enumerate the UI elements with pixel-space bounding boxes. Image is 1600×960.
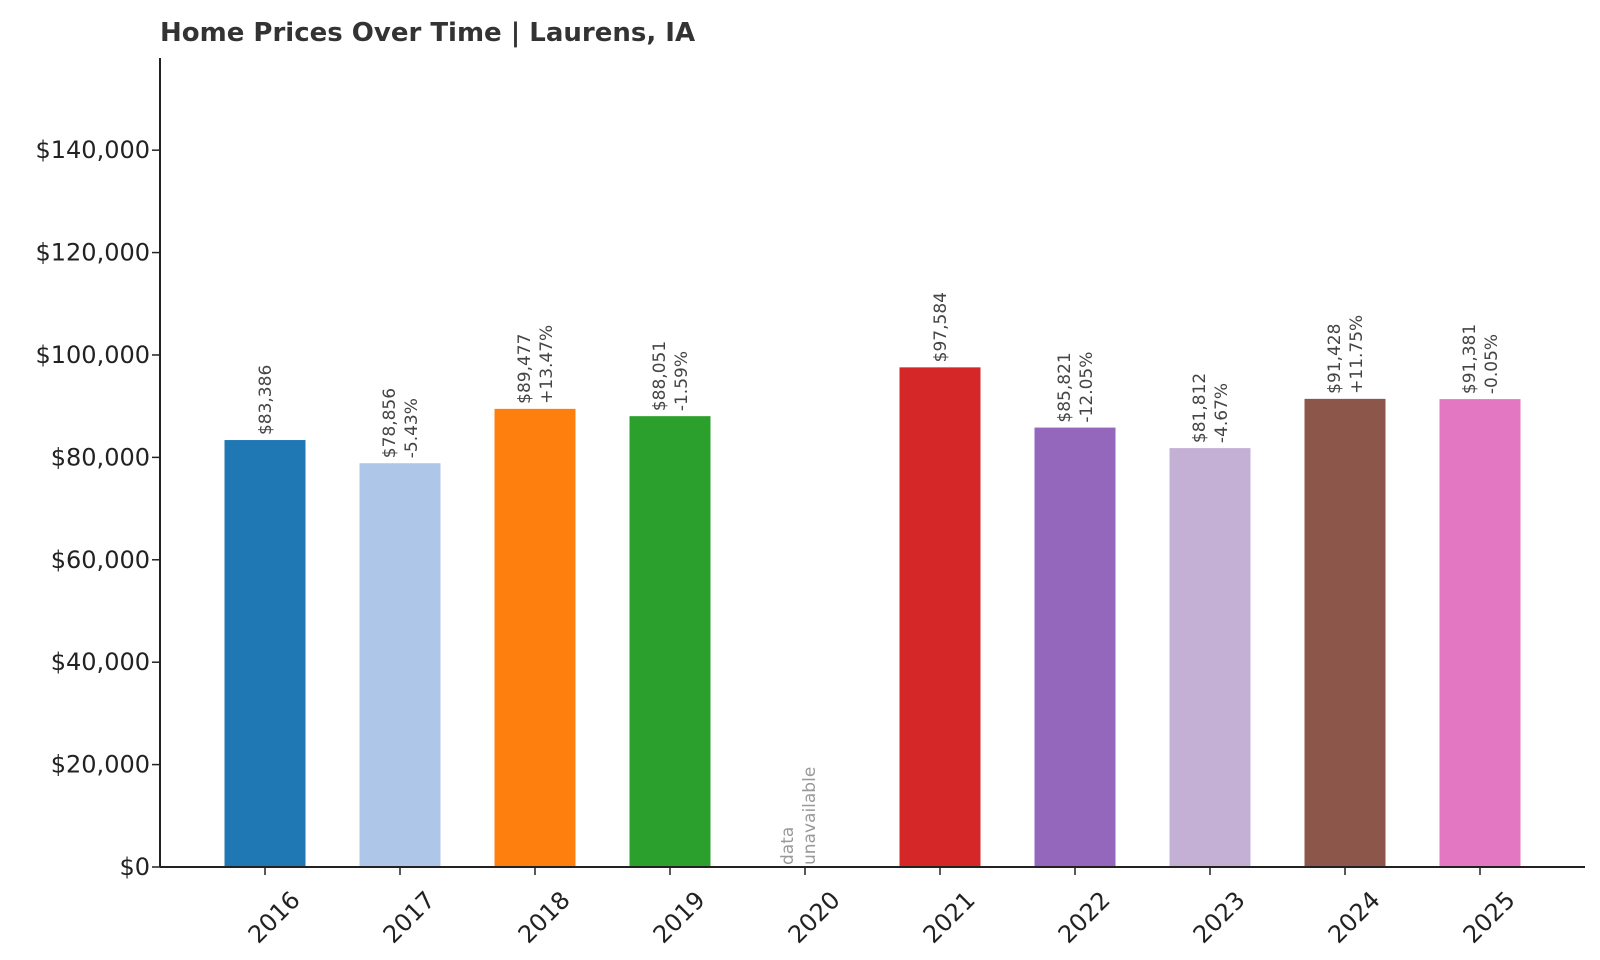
y-tick-label: $0 xyxy=(119,853,150,881)
x-tick-label: 2017 xyxy=(378,886,441,949)
chart-title: Home Prices Over Time | Laurens, IA xyxy=(160,18,696,48)
x-tick-label: 2023 xyxy=(1188,886,1251,949)
value-label-2017: $78,856 xyxy=(380,388,400,458)
y-tick-label: $20,000 xyxy=(51,751,150,779)
value-label-2021: $97,584 xyxy=(931,292,951,362)
value-label-2019: $88,051 xyxy=(650,341,670,411)
bar-2024 xyxy=(1304,398,1386,867)
bar-2022 xyxy=(1034,427,1116,867)
change-label-2018: +13.47% xyxy=(537,325,557,404)
bar-2019 xyxy=(629,416,711,867)
bar-2018 xyxy=(494,408,576,867)
y-tick-label: $120,000 xyxy=(35,239,150,267)
value-label-2025: $91,381 xyxy=(1460,324,1480,394)
x-tick-label: 2018 xyxy=(513,886,576,949)
bar-2017 xyxy=(359,463,441,867)
value-label-2018: $89,477 xyxy=(515,334,535,404)
y-tick-label: $80,000 xyxy=(51,443,150,471)
change-label-2022: -12.05% xyxy=(1077,352,1097,423)
y-tick-label: $140,000 xyxy=(35,136,150,164)
bar-2016 xyxy=(224,440,306,867)
y-tick-label: $100,000 xyxy=(35,341,150,369)
bar-2021 xyxy=(899,367,981,867)
value-label-2016: $83,386 xyxy=(256,365,276,435)
change-label-2017: -5.43% xyxy=(402,398,422,458)
change-label-2025: -0.05% xyxy=(1482,334,1502,394)
x-tick-label: 2025 xyxy=(1458,886,1521,949)
missing-data-label: data xyxy=(778,827,798,865)
y-tick-label: $40,000 xyxy=(51,648,150,676)
x-tick-label: 2019 xyxy=(648,886,711,949)
bar-2025 xyxy=(1439,399,1521,867)
missing-data-label: unavailable xyxy=(800,767,820,865)
change-label-2023: -4.67% xyxy=(1212,383,1232,443)
x-tick-label: 2020 xyxy=(783,886,846,949)
x-tick-label: 2022 xyxy=(1053,886,1116,949)
change-label-2019: -1.59% xyxy=(672,351,692,411)
x-tick-label: 2021 xyxy=(918,886,981,949)
value-label-2022: $85,821 xyxy=(1055,352,1075,422)
y-tick-label: $60,000 xyxy=(51,546,150,574)
x-tick-label: 2016 xyxy=(243,886,306,949)
bar-2023 xyxy=(1169,448,1251,867)
change-label-2024: +11.75% xyxy=(1347,315,1367,394)
value-label-2024: $91,428 xyxy=(1325,324,1345,394)
x-tick-label: 2024 xyxy=(1323,886,1386,949)
value-label-2023: $81,812 xyxy=(1190,373,1210,443)
